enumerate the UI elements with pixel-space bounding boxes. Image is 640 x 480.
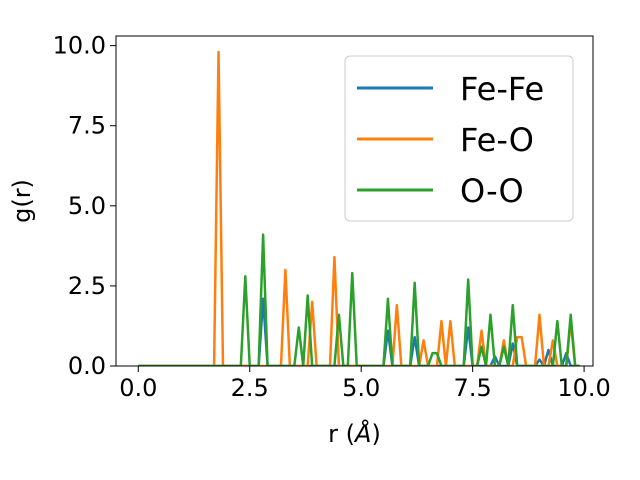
y-tick-label: 7.5 (68, 112, 106, 140)
x-tick-label: 5.0 (342, 374, 380, 402)
x-tick-label: 10.0 (557, 374, 610, 402)
x-axis-label-prefix: r ( (328, 420, 355, 448)
x-axis-label-symbol: Å (353, 419, 371, 448)
legend-box (344, 55, 574, 222)
x-tick-label: 0.0 (119, 374, 157, 402)
axis-ticks: 0.0 2.5 5.0 7.5 10.0 0.0 2.5 5.0 7.5 10.0 (53, 32, 611, 402)
series-line-o-o (138, 233, 580, 366)
plot-frame (115, 35, 594, 367)
y-tick-label: 10.0 (53, 32, 106, 60)
x-tick-label: 7.5 (454, 374, 492, 402)
y-tick-label: 2.5 (68, 272, 106, 300)
legend: Fe-Fe Fe-O O-O (344, 55, 574, 222)
x-tick-label: 2.5 (231, 374, 269, 402)
legend-label-fe-o: Fe-O (460, 121, 534, 159)
legend-label-o-o: O-O (460, 172, 524, 210)
y-tick-label: 0.0 (68, 352, 106, 380)
y-axis-label: g(r) (8, 179, 36, 223)
x-axis-label: r (Å) (328, 419, 381, 448)
x-axis-label-suffix: ) (371, 420, 380, 448)
legend-label-fe-fe: Fe-Fe (460, 70, 544, 108)
y-tick-label: 5.0 (68, 192, 106, 220)
series-layer (138, 50, 580, 366)
